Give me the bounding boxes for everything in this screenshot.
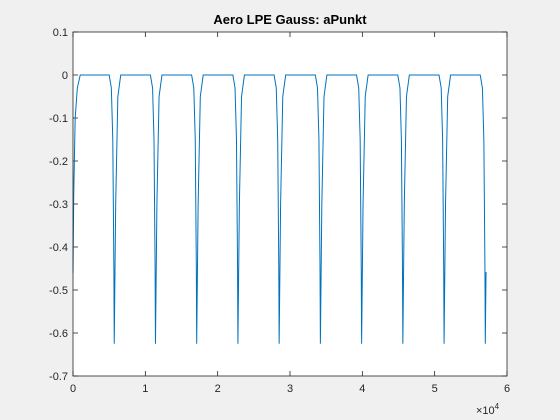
x-exponent-base: ×10: [476, 405, 495, 417]
x-tick-label: 3: [287, 383, 293, 395]
x-exponent-power: 4: [495, 402, 500, 411]
plot-area: [73, 32, 507, 376]
y-tick-label: -0.6: [49, 328, 68, 340]
x-tick-label: 0: [70, 383, 76, 395]
x-tick-label: 6: [504, 383, 510, 395]
x-exponent-label: ×104: [476, 402, 500, 417]
series-line: [72, 74, 487, 344]
chart-title: Aero LPE Gauss: aPunkt: [213, 12, 367, 27]
y-tick-label: 0: [62, 70, 68, 82]
x-axis-ticks: 0 1 2 3 4 5 6: [70, 32, 510, 395]
y-tick-label: -0.3: [49, 199, 68, 211]
x-tick-label: 2: [215, 383, 221, 395]
plot-frame: [72, 31, 508, 377]
y-tick-label: -0.7: [49, 371, 68, 383]
y-tick-label: 0.1: [53, 27, 68, 39]
y-tick-label: -0.1: [49, 113, 68, 125]
y-tick-label: -0.5: [49, 285, 68, 297]
x-tick-label: 1: [142, 383, 148, 395]
y-tick-label: -0.4: [49, 242, 68, 254]
y-tick-label: -0.2: [49, 156, 68, 168]
x-tick-label: 5: [432, 383, 438, 395]
x-tick-label: 4: [359, 383, 365, 395]
